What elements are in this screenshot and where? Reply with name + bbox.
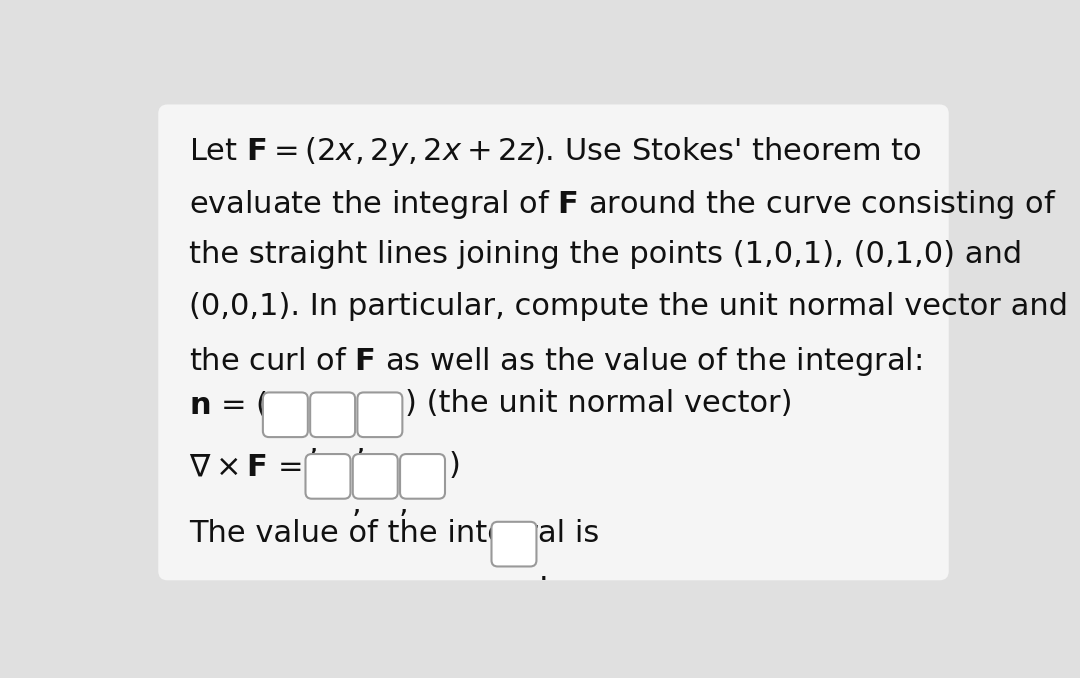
- FancyBboxPatch shape: [310, 393, 355, 437]
- FancyBboxPatch shape: [400, 454, 445, 499]
- Text: Let $\mathbf{F} = (2x, 2y, 2x + 2z)$. Use Stokes' theorem to: Let $\mathbf{F} = (2x, 2y, 2x + 2z)$. Us…: [189, 135, 922, 168]
- Text: The value of the integral is: The value of the integral is: [189, 519, 599, 548]
- FancyBboxPatch shape: [353, 454, 397, 499]
- Text: the straight lines joining the points (1,0,1), (0,1,0) and: the straight lines joining the points (1…: [189, 240, 1023, 269]
- FancyBboxPatch shape: [491, 522, 537, 566]
- Text: ): ): [448, 451, 460, 480]
- Text: ) (the unit normal vector): ) (the unit normal vector): [405, 389, 793, 418]
- Text: ,: ,: [309, 428, 319, 457]
- FancyBboxPatch shape: [357, 393, 403, 437]
- Text: ,: ,: [356, 428, 366, 457]
- FancyBboxPatch shape: [159, 104, 948, 580]
- Text: evaluate the integral of $\mathbf{F}$ around the curve consisting of: evaluate the integral of $\mathbf{F}$ ar…: [189, 188, 1056, 220]
- Text: (0,0,1). In particular, compute the unit normal vector and: (0,0,1). In particular, compute the unit…: [189, 292, 1068, 321]
- Text: $\mathbf{n}$ = (: $\mathbf{n}$ = (: [189, 389, 268, 420]
- Text: .: .: [539, 557, 549, 586]
- FancyBboxPatch shape: [262, 393, 308, 437]
- FancyBboxPatch shape: [306, 454, 350, 499]
- Text: the curl of $\mathbf{F}$ as well as the value of the integral:: the curl of $\mathbf{F}$ as well as the …: [189, 344, 922, 378]
- Text: $\nabla \times \mathbf{F}$ = (: $\nabla \times \mathbf{F}$ = (: [189, 451, 324, 482]
- Text: ,: ,: [399, 490, 408, 519]
- Text: ,: ,: [351, 490, 361, 519]
